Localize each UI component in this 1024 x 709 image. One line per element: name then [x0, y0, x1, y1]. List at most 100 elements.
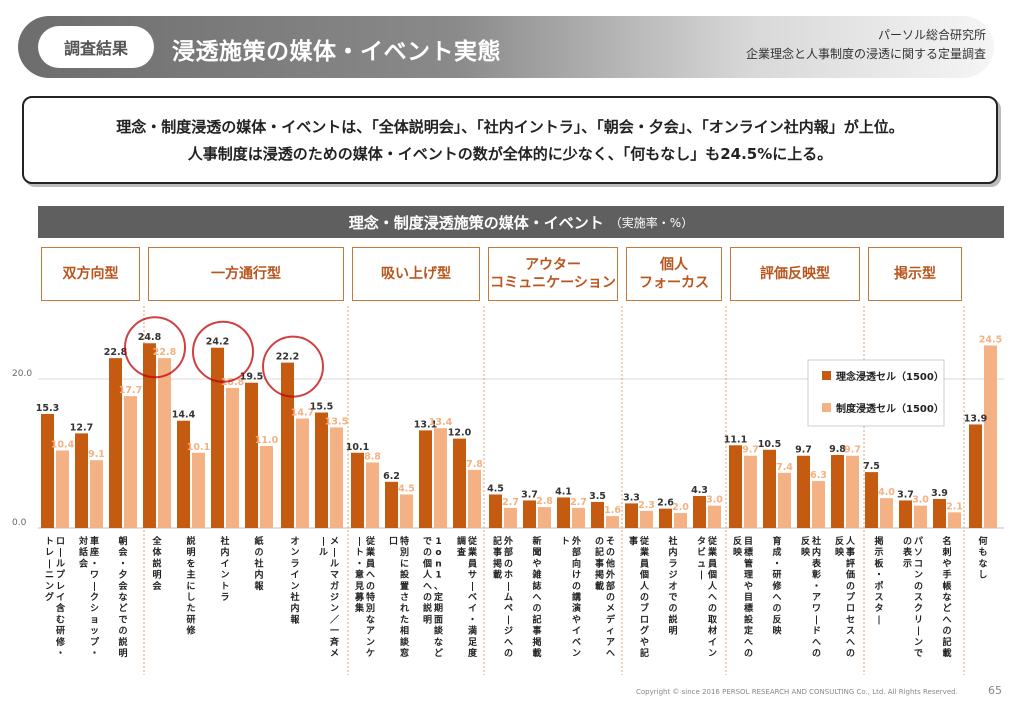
x-tick-label: 朝会・夕会などでの説明 [118, 535, 128, 659]
bar-rinen [933, 498, 946, 528]
bar-seido [192, 452, 205, 528]
x-tick-label: 外部のホ|ムペ|ジへの記事掲載 [493, 535, 513, 659]
organization-name: パーソル総合研究所 [877, 28, 986, 42]
bar-rinen [557, 497, 570, 528]
y-tick-label: 0.0 [12, 518, 27, 528]
value-label-rinen: 10.5 [758, 439, 781, 450]
bar-seido [572, 507, 585, 528]
bar-seido [708, 505, 721, 528]
legend-swatch-seido [822, 403, 831, 412]
highlight-circle [192, 320, 254, 383]
bar-rinen [865, 472, 878, 528]
x-tick-label: 説明を主にした研修 [185, 535, 196, 637]
y-tick-label: 20.0 [12, 369, 32, 379]
bar-seido [400, 494, 413, 528]
value-label-seido: 11.0 [255, 435, 279, 446]
bar-rinen [625, 503, 638, 528]
bar-seido [674, 513, 687, 528]
bar-rinen [797, 455, 810, 528]
value-label-rinen: 7.5 [863, 461, 880, 472]
value-label-seido: 10.1 [187, 442, 210, 453]
bar-rinen [763, 449, 776, 528]
value-label-rinen: 12.0 [448, 428, 472, 439]
bar-rinen [729, 445, 742, 528]
bar-seido [434, 428, 447, 528]
bar-rinen [453, 438, 466, 528]
category-header: 掲示型 [868, 247, 962, 301]
value-label-seido: 4.0 [878, 487, 895, 498]
value-label-rinen: 14.4 [172, 410, 196, 421]
value-label-rinen: 2.6 [657, 498, 674, 509]
x-tick-label: メ|ルマガジン／一斉メ|ル [319, 536, 340, 659]
value-label-seido: 2.8 [536, 496, 553, 507]
bar-rinen [41, 414, 54, 528]
bar-seido [538, 507, 551, 528]
x-tick-label: 社内ラジオでの説明 [667, 535, 677, 637]
bar-seido [606, 516, 619, 528]
bar-seido [914, 505, 927, 528]
value-label-rinen: 15.5 [310, 402, 333, 413]
value-label-rinen: 13.9 [964, 413, 987, 424]
bar-rinen [143, 343, 156, 528]
bar-rinen [969, 424, 982, 528]
x-tick-label: 従業員個人のブログや記事 [629, 535, 650, 659]
organization-info: パーソル総合研究所 企業理念と人事制度の浸透に関する定量調査 [746, 26, 986, 64]
bar-seido [504, 507, 517, 528]
value-label-seido: 18.8 [221, 377, 245, 388]
x-tick-label: 外部向けの講演やイベント [561, 535, 581, 659]
x-tick-label: 何もなし [978, 535, 987, 581]
bar-seido [984, 345, 997, 528]
bar-rinen [245, 382, 258, 528]
category-header: 個人 フォーカス [626, 247, 722, 301]
bar-seido [744, 455, 757, 528]
bar-rinen [693, 495, 706, 528]
bar-seido [330, 427, 343, 528]
value-label-rinen: 3.7 [521, 489, 538, 500]
bar-seido [56, 450, 69, 528]
title-bar [18, 16, 994, 78]
x-tick-label: 特別に設置された相談窓口 [389, 535, 410, 659]
page-number: 65 [988, 684, 1002, 697]
value-label-seido: 2.0 [672, 502, 689, 513]
summary-box: 理念・制度浸透の媒体・イベントは、「全体説明会」、「社内イントラ」、「朝会・夕会… [22, 96, 998, 184]
x-tick-label: ロ|ルプレイ含む研修・トレ|ニング [45, 536, 66, 659]
survey-name: 企業理念と人事制度の浸透に関する定量調査 [745, 47, 986, 61]
copyright: Copyright © since 2016 PERSOL RESEARCH A… [636, 688, 958, 696]
value-label-seido: 2.7 [570, 497, 587, 508]
bar-rinen [385, 481, 398, 528]
value-label-rinen: 22.8 [104, 347, 128, 358]
bar-seido [812, 481, 825, 528]
bar-rinen [281, 362, 294, 528]
value-label-rinen: 10.1 [346, 442, 369, 453]
bar-seido [124, 396, 137, 528]
value-label-seido: 13.4 [429, 417, 453, 428]
value-label-rinen: 9.7 [795, 445, 812, 456]
bar-seido [260, 446, 273, 528]
chart-title: 理念・制度浸透施策の媒体・イベント [348, 213, 604, 232]
category-header: 双方向型 [41, 247, 140, 301]
legend-label-rinen: 理念浸透セル（1500） [836, 370, 944, 383]
chart-unit: （実施率・%） [609, 215, 694, 230]
value-label-seido: 6.3 [810, 470, 827, 481]
value-label-seido: 14.7 [291, 407, 314, 418]
value-label-seido: 3.0 [706, 495, 723, 506]
result-badge: 調査結果 [38, 26, 154, 68]
bar-rinen [315, 412, 328, 528]
value-label-rinen: 4.3 [691, 485, 708, 496]
bar-seido [296, 418, 309, 528]
summary-line-1: 理念・制度浸透の媒体・イベントは、「全体説明会」、「社内イントラ」、「朝会・夕会… [116, 118, 904, 136]
bar-rinen [523, 500, 536, 528]
bar-seido [948, 512, 961, 528]
bar-seido [158, 358, 171, 528]
bar-rinen [177, 420, 190, 528]
value-label-seido: 9.7 [742, 445, 759, 456]
category-header: 一方通行型 [148, 247, 344, 301]
bar-seido [468, 469, 481, 528]
value-label-rinen: 4.1 [555, 486, 572, 497]
value-label-rinen: 11.1 [724, 434, 747, 445]
bar-rinen [211, 347, 224, 528]
value-label-seido: 2.7 [502, 497, 519, 508]
x-tick-label: その他外部のメディアへの記事掲載 [595, 536, 616, 659]
value-label-rinen: 12.7 [70, 422, 93, 433]
highlight-circle [124, 316, 186, 379]
